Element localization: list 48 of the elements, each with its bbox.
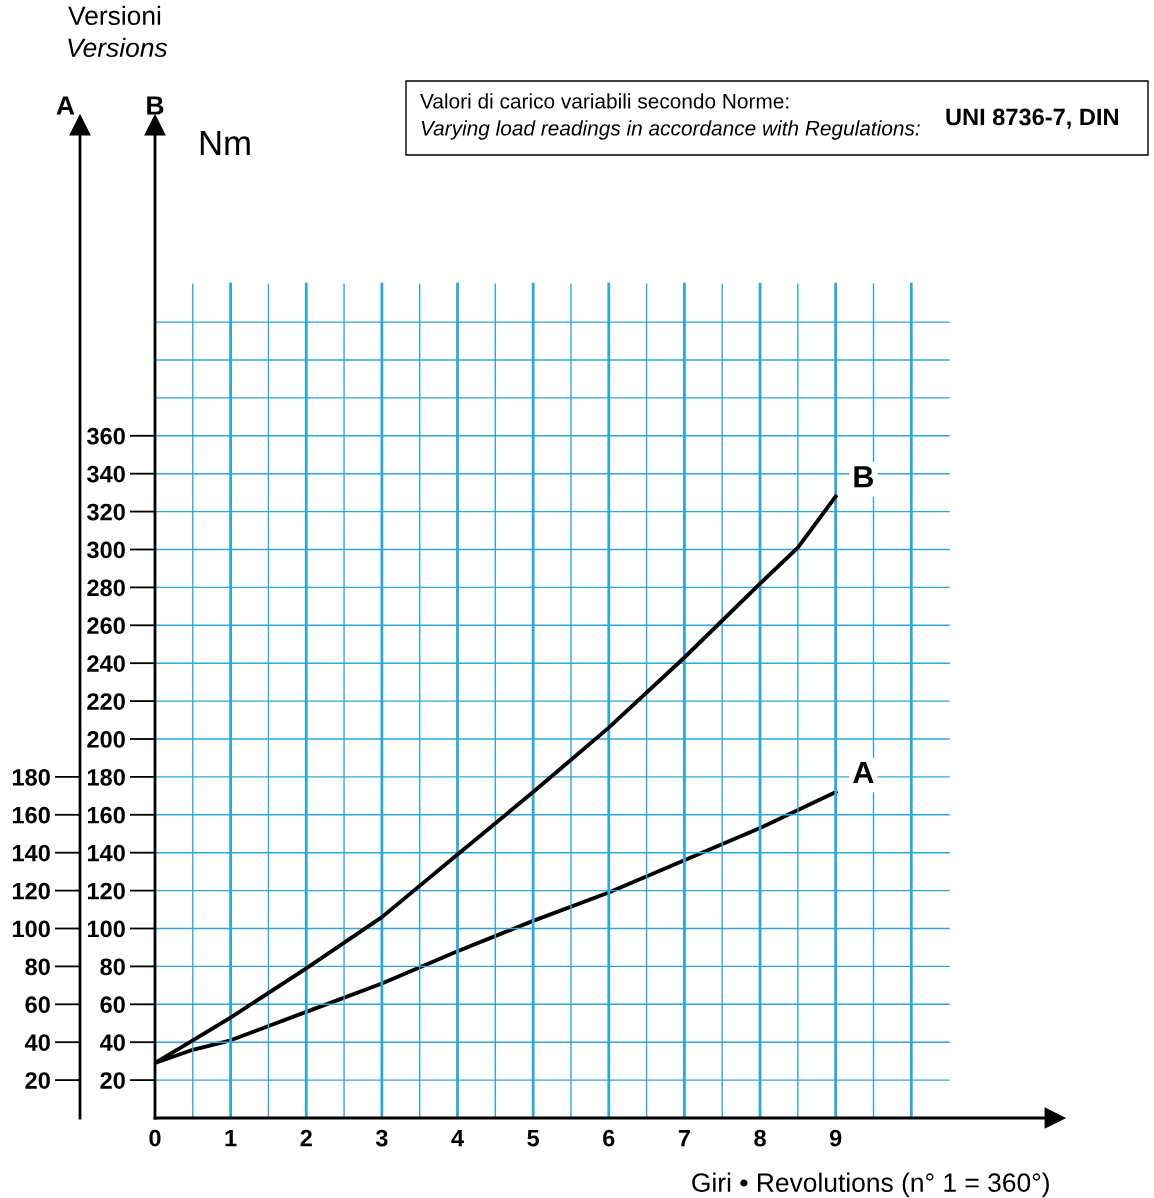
x-tick-label: 2 [300, 1129, 312, 1147]
y2-tick-label: 80 [25, 958, 50, 976]
x-tick-label: 5 [527, 1129, 540, 1147]
y-tick-label: 180 [87, 768, 125, 786]
annotation: UNI 8736-7, DIN [946, 108, 1118, 129]
y-tick-label: 80 [100, 958, 125, 976]
y-tick-label: 60 [100, 996, 125, 1014]
y-axis-title: B [147, 96, 164, 115]
y-tick-label: 40 [99, 1034, 125, 1051]
y-tick-label: 100 [87, 920, 125, 938]
x-tick-label: 3 [375, 1129, 388, 1147]
y-tick-label: 240 [87, 655, 125, 672]
y2-tick-label: 120 [12, 882, 50, 900]
y2-tick-label: 40 [24, 1034, 50, 1051]
y-tick-label: 20 [100, 1072, 125, 1089]
series-label: B [854, 466, 874, 488]
y-tick-label: 160 [87, 806, 125, 824]
y2-tick-label: 160 [12, 806, 50, 824]
y-tick-label: 320 [86, 503, 125, 521]
y2-tick-label: 140 [12, 844, 50, 862]
annotation: Nm [200, 131, 250, 155]
x-tick-label: 9 [829, 1129, 842, 1147]
x-axis-title: Giri • Revolutions (n° 1 = 360°) [692, 1172, 1049, 1198]
y-tick-label: 300 [86, 541, 125, 559]
text: Versioni [68, 5, 161, 26]
y2-tick-label: 60 [25, 996, 50, 1014]
x-tick-label: 7 [678, 1129, 690, 1147]
x-tick-label: 1 [225, 1129, 237, 1147]
y2-tick-label: 20 [25, 1072, 50, 1089]
text: Versions [68, 37, 168, 58]
x-tick-label: 6 [603, 1129, 615, 1147]
y-tick-label: 200 [87, 731, 125, 748]
x-tick-label: 4 [451, 1129, 464, 1147]
y2-tick-label: 180 [12, 768, 50, 786]
y-tick-label: 280 [87, 579, 125, 597]
x-tick-label: 0 [149, 1129, 161, 1147]
y2-tick-label: 100 [12, 920, 50, 938]
y-tick-label: 340 [86, 465, 125, 483]
y-tick-label: 260 [87, 617, 125, 635]
series-label: A [853, 761, 874, 783]
x-tick-label: 8 [754, 1129, 766, 1147]
y-tick-label: 120 [87, 882, 125, 900]
y-tick-label: 140 [87, 844, 125, 862]
annotation: Varying load readings in accordance with Regulations: [421, 120, 920, 140]
y-tick-label: 220 [87, 693, 125, 710]
text: Valori di carico variabili secondo Norme: [420, 93, 789, 109]
y-tick-label: 360 [86, 427, 125, 445]
y2-axis-title: A [56, 96, 75, 115]
